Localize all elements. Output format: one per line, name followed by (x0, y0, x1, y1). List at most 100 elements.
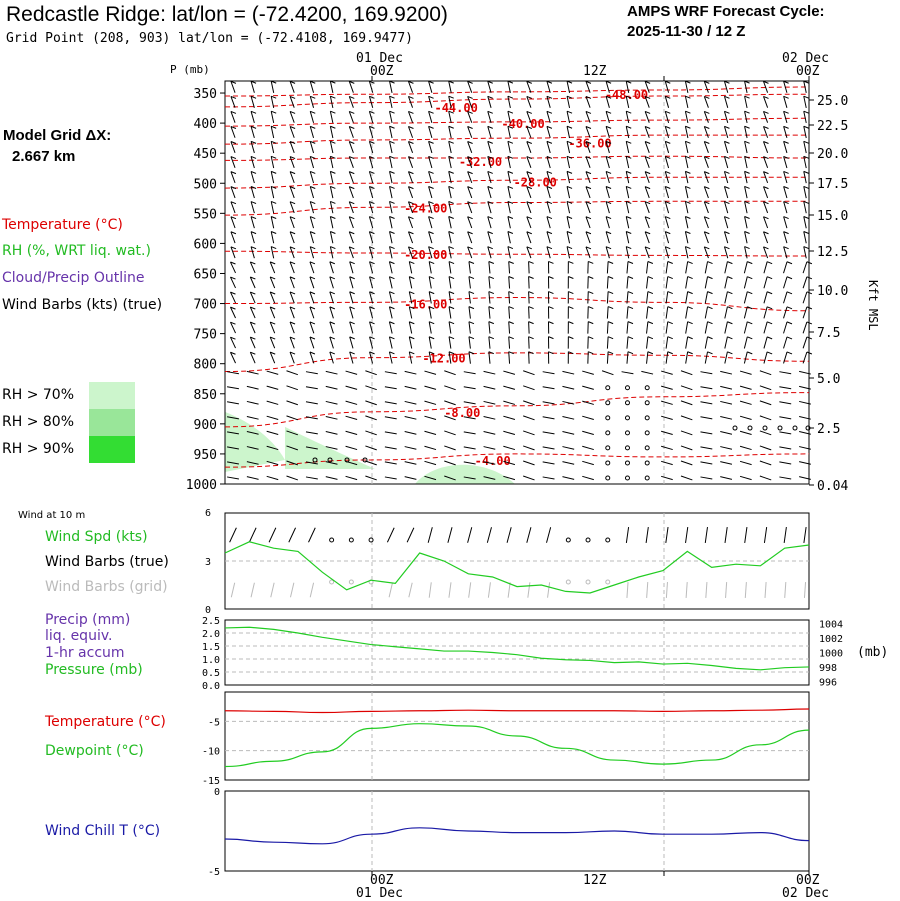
wind-barb-flag (529, 277, 534, 279)
wind-barb (543, 372, 555, 374)
wind-barb (685, 141, 687, 153)
wind-barb (429, 81, 432, 93)
wind10-barb (428, 527, 432, 542)
wind-barb (744, 262, 747, 274)
wind-barb (784, 262, 788, 273)
wind-barb-flag (529, 307, 534, 309)
wind10-barb (784, 527, 786, 543)
wind-barb (661, 446, 673, 449)
wind-barb (523, 386, 534, 390)
wind-barb (271, 171, 273, 183)
wind-barb (310, 81, 313, 93)
wind-barb (489, 277, 490, 289)
wind-barb (267, 476, 279, 479)
wind-barb (365, 416, 376, 420)
wind-barb (760, 386, 771, 390)
wind-barb (705, 277, 707, 289)
wind-barb (724, 96, 727, 108)
wind-barb (405, 462, 417, 465)
wind-barb-flag (727, 322, 732, 324)
wind-barb (665, 217, 668, 229)
wind-barb (685, 111, 687, 123)
wind-barb (606, 156, 609, 168)
wind-barb (424, 401, 436, 404)
wind-barb (350, 262, 353, 274)
wind-barb (330, 216, 332, 228)
wind-barb (227, 372, 239, 374)
wind10-calm (606, 538, 610, 542)
wind-barb-flag (727, 262, 732, 264)
wind-barb (784, 337, 788, 348)
wind-barb (681, 431, 692, 435)
wind-barb (804, 96, 806, 108)
wind-barb (606, 111, 609, 123)
wind-barb (543, 462, 555, 464)
wind-barb (346, 476, 358, 479)
wind-barb (764, 262, 767, 274)
pressure-line (225, 627, 809, 670)
wind-barb (251, 247, 254, 259)
wind-barb (666, 307, 668, 319)
wind-barb (686, 352, 688, 364)
wind-barb (529, 322, 530, 334)
wind-barb (489, 261, 490, 273)
precip-ytick-2.0: 2.0 (202, 629, 220, 640)
wind10-barb (745, 527, 747, 543)
wind-barb (449, 141, 451, 153)
wind10-grid-barb (647, 582, 648, 598)
wind-barb (627, 352, 628, 364)
wind10-grid-barb (389, 583, 392, 598)
wind-barb (523, 371, 534, 375)
wind-barb-flag (648, 292, 653, 294)
wind10-grid-barb (666, 582, 667, 598)
wind-barb (647, 292, 648, 304)
wind-barb (607, 292, 608, 304)
wind-barb (606, 202, 609, 214)
wind-barb (310, 126, 313, 138)
wind-barb (779, 447, 791, 449)
wind-barb (779, 402, 791, 404)
wind-barb (740, 416, 752, 419)
wind-barb (484, 416, 496, 419)
wind10-grid-barb (251, 583, 254, 598)
wind-barb (389, 337, 392, 349)
calm-circle (625, 416, 629, 420)
wind-barb (661, 416, 673, 419)
pressure-ytick-998: 998 (819, 663, 837, 674)
wind-barb (271, 232, 273, 244)
isotherm--8 (225, 393, 809, 427)
wind-barb (306, 372, 318, 374)
wind-barb (784, 217, 787, 229)
wind-barb (310, 202, 313, 214)
wind-barb-flag (469, 262, 474, 264)
wind-barb (529, 292, 530, 304)
wind-barb (326, 416, 338, 419)
wind-barb (449, 262, 451, 274)
wind-barb (582, 371, 594, 374)
wind-barb (429, 111, 432, 123)
wind-barb (803, 292, 807, 303)
wind-barb (429, 187, 432, 199)
wind-barb (647, 277, 648, 289)
wind-barb (326, 371, 338, 374)
wind-barb (429, 217, 432, 229)
wind-barb (582, 386, 594, 389)
wind-barb-flag (668, 337, 673, 339)
wind-barb (784, 322, 788, 333)
wind-barb (700, 402, 712, 404)
h-tick-label-15.0: 15.0 (817, 209, 848, 224)
wind-barb (666, 337, 668, 349)
wind-barb (346, 401, 358, 404)
wind-barb (488, 232, 491, 244)
wind-barb (251, 81, 254, 93)
wind-barb (725, 322, 728, 334)
wind-barb (547, 111, 550, 123)
wind-barb-flag (548, 337, 553, 339)
wind-barb (627, 307, 628, 319)
calm-circle (645, 386, 649, 390)
wind-barb-flag (727, 352, 732, 354)
wind-barb-flag (608, 307, 613, 309)
wind-barb (803, 262, 807, 273)
wind-barb (508, 96, 510, 108)
wind-barb (429, 96, 432, 108)
